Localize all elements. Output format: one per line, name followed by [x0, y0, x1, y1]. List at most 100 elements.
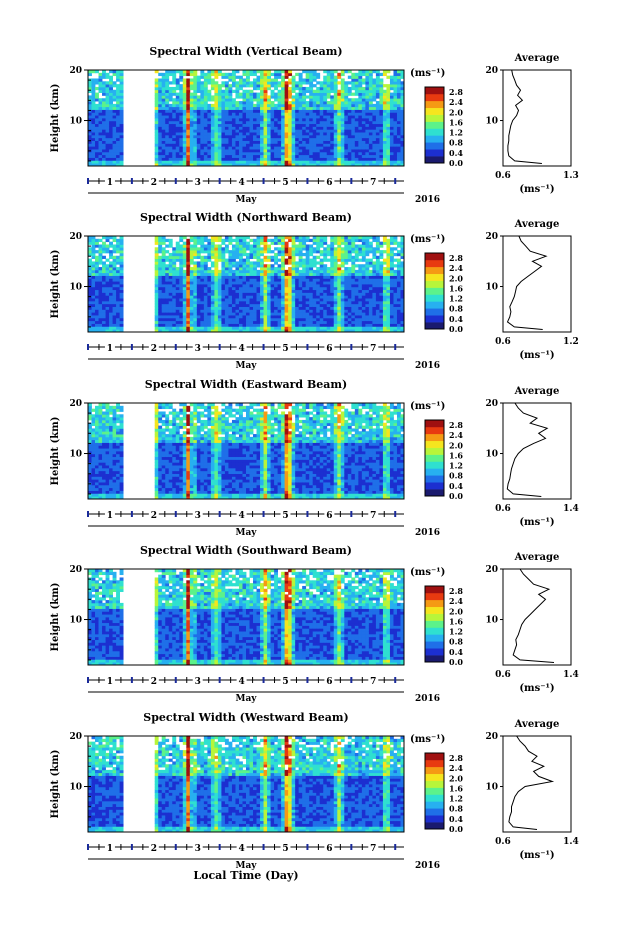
heatmap-cell — [291, 281, 296, 285]
heatmap-cell — [203, 103, 208, 108]
heatmap-cell — [109, 123, 113, 127]
heatmap-cell — [158, 81, 163, 85]
heatmap-cell — [393, 84, 398, 88]
heatmap-cell — [231, 78, 236, 82]
heatmap-cell — [284, 289, 289, 293]
heatmap-cell — [221, 106, 226, 110]
heatmap-cell — [242, 132, 247, 136]
heatmap-cell — [186, 151, 191, 156]
heatmap-cell — [305, 292, 310, 296]
heatmap-cell — [347, 163, 352, 167]
heatmap-cell — [354, 303, 359, 307]
heatmap-cell — [323, 89, 328, 93]
heatmap-cell — [302, 157, 307, 161]
heatmap-cell — [175, 163, 180, 167]
heatmap-cell — [172, 78, 177, 82]
heatmap-cell — [270, 238, 275, 243]
heatmap-cell — [238, 329, 243, 333]
heatmap-cell — [214, 284, 219, 288]
heatmap-cell — [284, 272, 289, 276]
heatmap-cell — [119, 267, 124, 271]
heatmap-cell — [333, 255, 338, 259]
heatmap-cell — [284, 86, 289, 91]
heatmap-cell — [340, 303, 345, 307]
heatmap-cell — [298, 247, 303, 251]
heatmap-cell — [333, 134, 338, 139]
heatmap-cell — [253, 157, 257, 161]
heatmap-cell — [326, 137, 331, 141]
heatmap-cell — [298, 303, 303, 307]
heatmap-cell — [88, 281, 92, 285]
heatmap-cell — [221, 163, 226, 167]
heatmap-cell — [217, 72, 222, 77]
heatmap-cell — [260, 75, 264, 79]
heatmap-cell — [214, 163, 219, 167]
heatmap-cell — [109, 261, 113, 265]
heatmap-cell — [347, 267, 352, 271]
heatmap-cell — [161, 106, 166, 110]
heatmap-cell — [323, 315, 328, 319]
heatmap-cell — [119, 115, 124, 119]
heatmap-cell — [351, 118, 356, 122]
heatmap-cell — [260, 118, 264, 122]
heatmap-cell — [95, 137, 99, 141]
heatmap-cell — [277, 160, 282, 164]
heatmap-cell — [323, 115, 328, 119]
heatmap-cell — [235, 95, 240, 99]
heatmap-cell — [281, 137, 286, 141]
heatmap-cell — [333, 118, 338, 122]
heatmap-cell — [179, 261, 184, 265]
heatmap-cell — [175, 101, 180, 105]
heatmap-cell — [221, 154, 226, 158]
heatmap-cell — [165, 95, 170, 99]
heatmap-cell — [116, 241, 120, 245]
heatmap-cell — [112, 250, 117, 254]
heatmap-cell — [193, 309, 198, 313]
heatmap-cell — [207, 286, 212, 291]
heatmap-cell — [196, 315, 201, 319]
heatmap-cell — [270, 255, 275, 259]
heatmap-cell — [175, 106, 180, 110]
heatmap-cell — [270, 157, 275, 161]
heatmap-cell — [361, 269, 366, 274]
heatmap-cell — [165, 255, 170, 259]
heatmap-cell — [217, 281, 222, 285]
heatmap-cell — [302, 267, 307, 271]
heatmap-cell — [323, 92, 328, 96]
heatmap-cell — [281, 303, 286, 307]
heatmap-cell — [203, 250, 208, 254]
heatmap-cell — [375, 101, 380, 105]
heatmap-cell — [175, 123, 180, 127]
heatmap-cell — [270, 140, 275, 144]
heatmap-cell — [168, 244, 173, 248]
heatmap-cell — [158, 109, 163, 113]
heatmap-cell — [298, 103, 303, 108]
heatmap-cell — [372, 286, 377, 291]
heatmap-cell — [365, 84, 370, 88]
heatmap-cell — [165, 278, 170, 282]
heatmap-cell — [172, 149, 177, 153]
heatmap-cell — [277, 132, 282, 136]
heatmap-cell — [344, 267, 349, 271]
heatmap-cell — [207, 103, 212, 108]
heatmap-cell — [400, 160, 405, 164]
heatmap-cell — [207, 118, 212, 122]
heatmap-cell — [228, 78, 233, 82]
heatmap-cell — [281, 247, 286, 251]
heatmap-cell — [274, 84, 278, 88]
heatmap-cell — [207, 295, 212, 299]
heatmap-cell — [316, 132, 321, 136]
heatmap-cell — [231, 286, 236, 291]
heatmap-cell — [354, 115, 359, 119]
heatmap-cell — [168, 129, 173, 133]
heatmap-cell — [323, 298, 328, 302]
heatmap-cell — [253, 269, 257, 274]
heatmap-cell — [274, 78, 278, 82]
heatmap-cell — [323, 284, 328, 288]
heatmap-cell — [105, 281, 110, 285]
heatmap-cell — [95, 103, 99, 108]
heatmap-cell — [347, 103, 352, 108]
heatmap-cell — [116, 129, 120, 133]
heatmap-cell — [267, 315, 271, 319]
heatmap-cell — [161, 255, 166, 259]
